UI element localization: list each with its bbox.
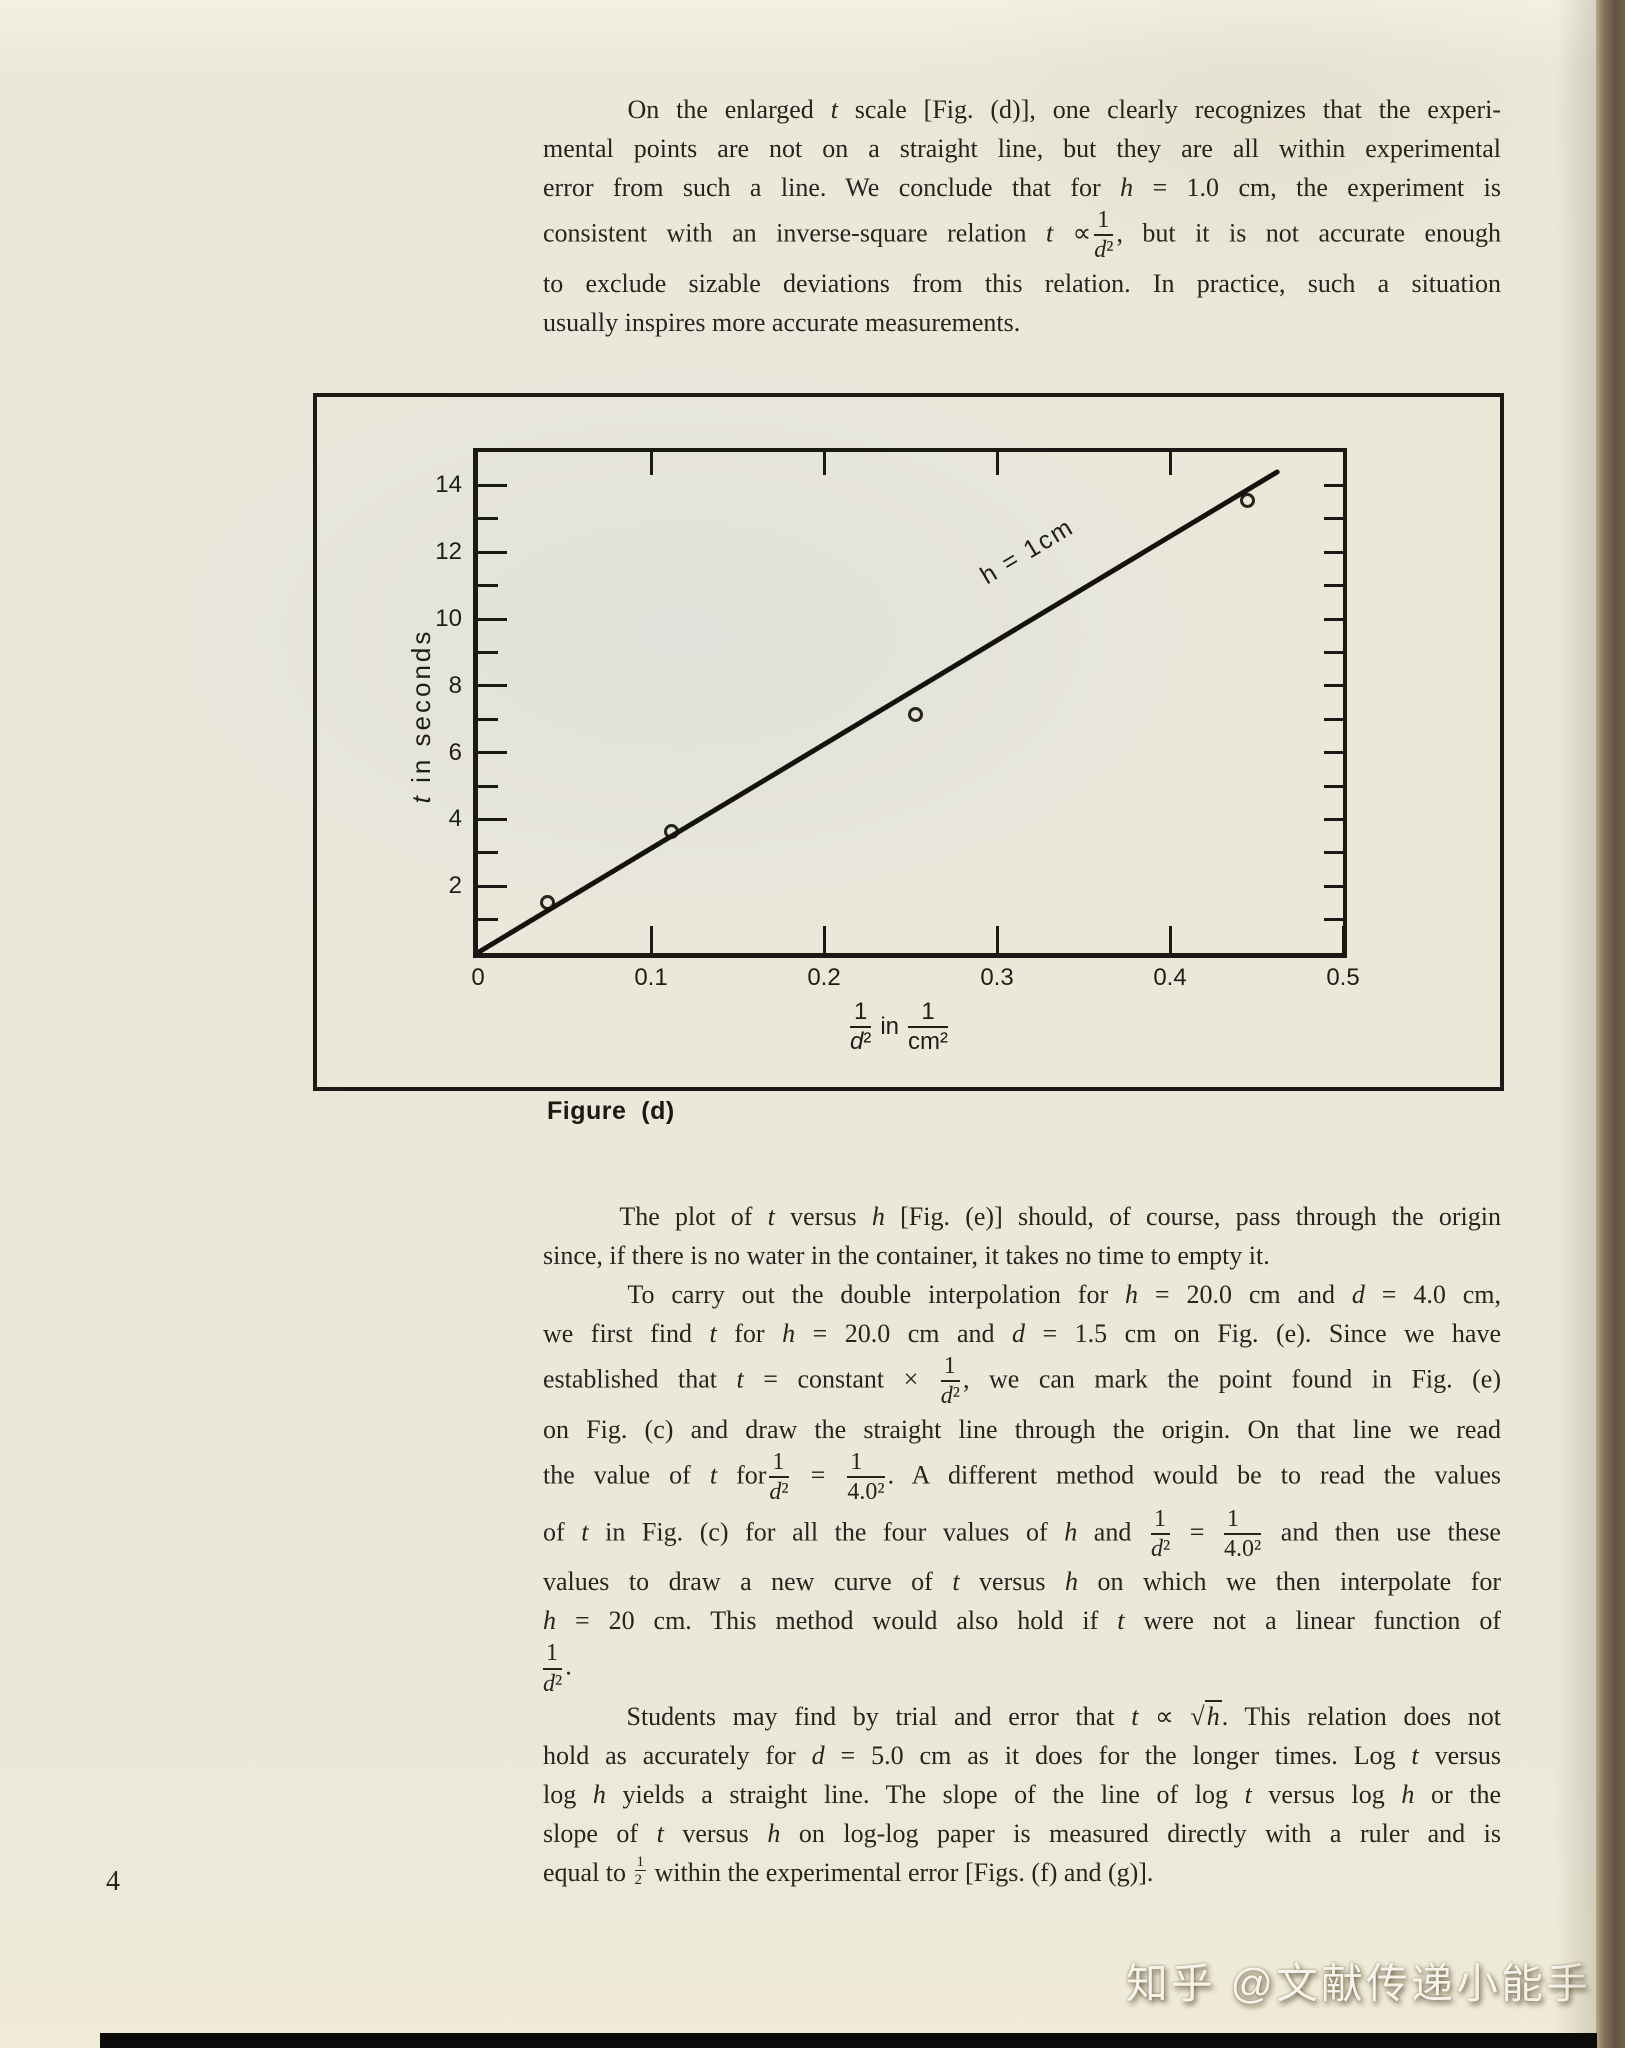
y-axis-tick <box>478 517 498 521</box>
x-axis-top-tick <box>649 452 653 475</box>
text-line: The plot of t versus h [Fig. (e)] should… <box>543 1202 1501 1231</box>
text-line: to exclude sizable deviations from this … <box>543 268 1501 298</box>
plot-area: 1 d² in 1 cm² 2 4 6 8 10 12 14 0 0.1 0.2 0.3 0.4 0.5 h = … <box>435 448 1360 1055</box>
y-axis-title: t in seconds <box>406 628 436 804</box>
y-axis-tick-right <box>1324 717 1343 721</box>
y-axis-tick <box>478 884 507 888</box>
y-axis-tick-right <box>1324 817 1343 821</box>
x-axis-tick <box>822 926 826 953</box>
y-axis-tick <box>478 584 498 588</box>
paragraph-middle: The plot of t versus h [Fig. (e)] should… <box>543 1197 1501 1892</box>
text-line: h = 20 cm. This method would also hold i… <box>543 1606 1501 1636</box>
text-line: the value of t for 1 d² = 1 4.0². A differe… <box>543 1448 1501 1506</box>
x-axis-title: 1 d² in 1 cm² <box>784 998 1014 1056</box>
y-tick-label: 2 <box>448 872 462 900</box>
text-line: values to draw a new curve of t versus h… <box>543 1567 1502 1597</box>
text-line: of t in Fig. (c) for all the four values… <box>543 1505 1501 1562</box>
text-line: On the enlarged t scale [Fig. (d)], one … <box>543 95 1501 124</box>
text-line: on Fig. (c) and draw the straight line t… <box>543 1414 1501 1444</box>
text-line: since, if there is no water in the conta… <box>543 1241 1270 1270</box>
y-tick-label: 10 <box>435 605 462 632</box>
page-edge-shadow <box>1556 0 1600 2048</box>
y-axis-tick <box>478 550 507 554</box>
bottom-scan-bar <box>100 2033 1597 2048</box>
text-line: Students may find by trial and error tha… <box>543 1700 1502 1732</box>
y-tick-label: 6 <box>448 738 462 766</box>
text-line: we first find t for h = 20.0 cm and d = … <box>543 1319 1501 1348</box>
figure-box <box>313 393 1504 1091</box>
y-axis-tick-right <box>1324 684 1343 688</box>
y-axis-tick <box>478 483 507 487</box>
x-title-in: in <box>880 1013 900 1041</box>
y-axis-tick <box>478 650 498 654</box>
y-axis-tick <box>478 617 507 621</box>
watermark: 知乎 @文献传递小能手 <box>1125 1960 1591 2007</box>
x-title-numerator-1: 1 <box>849 998 872 1029</box>
y-axis-tick-right <box>1324 884 1343 888</box>
y-axis-tick <box>478 817 507 821</box>
text-line: hold as accurately for d = 5.0 cm as it … <box>543 1741 1501 1771</box>
text-line: error from such a line. We conclude that… <box>543 173 1501 202</box>
text-line: slope of t versus h on log-log paper is … <box>543 1819 1501 1849</box>
y-axis-tick-right <box>1324 483 1343 487</box>
x-title-fraction-2: 1 cm² <box>908 998 949 1056</box>
y-axis-tick <box>478 684 507 688</box>
y-tick-label: 4 <box>448 805 462 833</box>
x-tick-label: 0.2 <box>807 964 841 991</box>
y-axis-tick-right <box>1324 550 1343 554</box>
y-axis-tick <box>478 717 498 721</box>
y-axis-tick <box>478 918 498 922</box>
text-line: mental points are not on a straight line… <box>543 134 1501 163</box>
x-tick-label: 0.3 <box>980 964 1014 991</box>
paragraph-top: On the enlarged t scale [Fig. (d)], one … <box>543 90 1501 342</box>
fit-line-label: h = 1cm <box>975 512 1079 591</box>
x-title-fraction-1: 1 d² <box>849 998 872 1056</box>
x-axis-tick <box>1341 926 1345 953</box>
text-line: log h yields a straight line. The slope … <box>543 1780 1502 1810</box>
data-point <box>908 706 924 722</box>
y-axis-tick-right <box>1324 517 1343 521</box>
text-line: usually inspires more accurate measureme… <box>543 307 1021 337</box>
y-axis-tick <box>478 751 507 755</box>
x-tick-label: 0.4 <box>1153 964 1187 991</box>
x-title-numerator-2: 1 <box>908 998 949 1029</box>
x-axis-tick <box>1168 926 1172 953</box>
x-tick-label: 0.1 <box>634 964 668 991</box>
data-point <box>1240 492 1256 508</box>
text-line: established that t = constant × 1 d², we … <box>543 1353 1502 1410</box>
y-axis-tick-right <box>1324 784 1343 788</box>
x-tick-label: 0.5 <box>1326 964 1360 991</box>
x-axis-tick <box>649 926 653 953</box>
x-axis-top-tick <box>995 452 999 475</box>
fit-line <box>476 468 1281 955</box>
x-tick-label: 0 <box>471 964 485 991</box>
x-axis-top-tick <box>1168 452 1172 475</box>
y-axis-tick-right <box>1324 918 1343 922</box>
y-tick-label: 8 <box>448 671 462 699</box>
right-edge-band <box>1596 0 1625 2048</box>
x-axis-tick <box>995 926 999 953</box>
text-line: To carry out the double interpolation fo… <box>543 1280 1502 1309</box>
x-axis-top-tick <box>822 452 826 475</box>
y-axis-tick-right <box>1324 617 1343 621</box>
x-title-denominator-1: d² <box>849 1028 872 1056</box>
x-title-denominator-2: cm² <box>908 1028 949 1056</box>
y-axis-tick-right <box>1324 584 1343 588</box>
y-tick-label: 14 <box>435 471 462 499</box>
y-axis-tick-right <box>1324 650 1343 654</box>
y-axis-tick <box>478 784 498 788</box>
text-line: 1 d². <box>543 1640 572 1697</box>
y-axis-tick-right <box>1324 851 1343 855</box>
text-line: consistent with an inverse-square relati… <box>543 207 1502 264</box>
figure-caption: Figure (d) <box>547 1097 675 1125</box>
y-axis-tick <box>478 851 498 855</box>
y-tick-label: 12 <box>435 538 462 566</box>
page-number: 4 <box>106 1866 120 1897</box>
y-axis-tick-right <box>1324 751 1343 755</box>
